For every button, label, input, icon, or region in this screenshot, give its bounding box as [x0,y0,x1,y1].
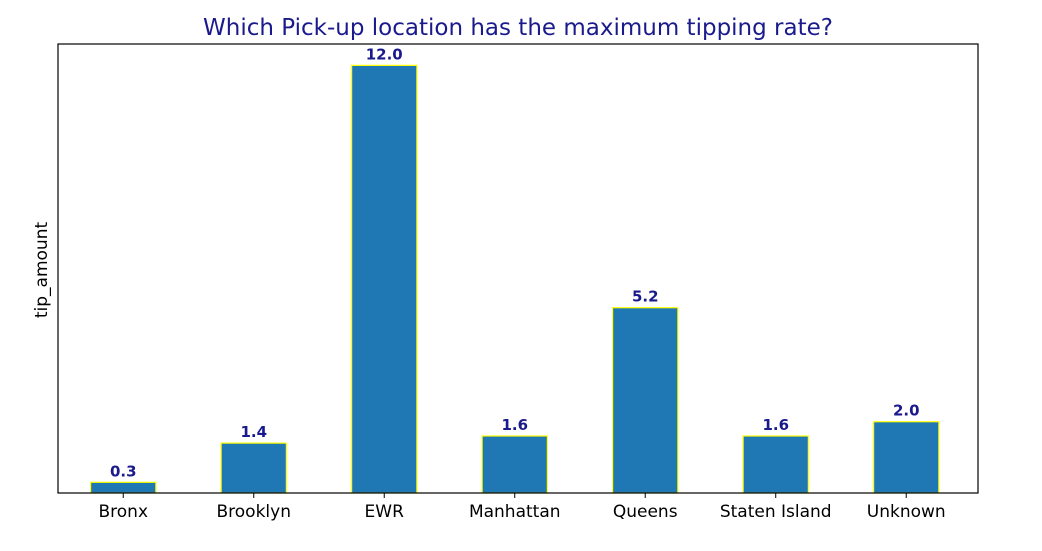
value-label-staten-island: 1.6 [762,416,789,434]
value-labels-layer: 0.3 1.4 12.0 1.6 5.2 1.6 2.0 [110,45,920,480]
x-tick-label-unknown: Unknown [867,502,946,522]
bar-staten-island [742,435,809,494]
value-label-manhattan: 1.6 [501,416,528,434]
x-tick-label-ewr: EWR [365,502,405,522]
value-label-queens: 5.2 [632,288,659,306]
value-label-brooklyn: 1.4 [240,423,267,441]
x-tick-label-bronx: Bronx [98,502,148,522]
value-label-bronx: 0.3 [110,462,137,480]
value-label-unknown: 2.0 [893,402,920,420]
chart-title: Which Pick-up location has the maximum t… [203,15,833,41]
bar-queens [612,307,679,494]
bars-layer [90,64,940,494]
x-tick-label-manhattan: Manhattan [469,502,561,522]
bar-unknown [872,421,940,494]
bar-bronx [90,481,157,494]
x-tick-label-queens: Queens [613,502,678,522]
x-tick-label-brooklyn: Brooklyn [216,502,290,522]
value-label-ewr: 12.0 [366,45,403,63]
bar-manhattan [481,435,548,494]
bar-brooklyn [220,442,287,494]
y-axis-label: tip_amount [32,222,52,319]
bar-ewr [351,64,418,494]
x-tick-label-staten-island: Staten Island [720,502,832,522]
x-ticks-layer: Bronx Brooklyn EWR Manhattan Queens Staten Is… [98,493,946,522]
plot-area-frame [57,43,979,494]
